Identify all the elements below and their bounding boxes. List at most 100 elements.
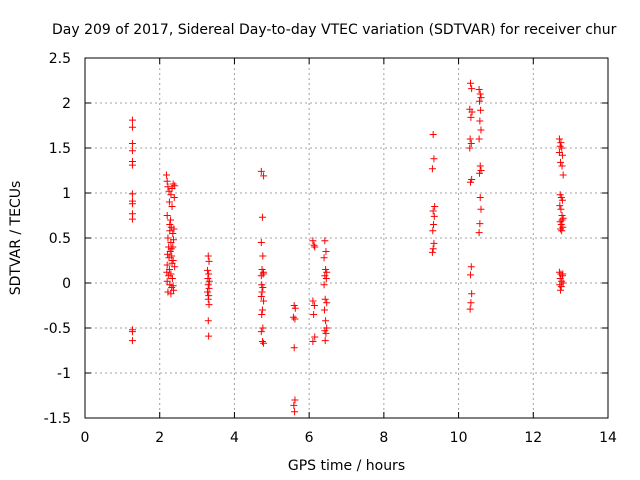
- data-point: [323, 268, 331, 276]
- axis-ticks: [84, 57, 609, 419]
- data-point: [257, 239, 265, 246]
- data-point: [559, 279, 567, 287]
- data-point: [310, 311, 318, 318]
- data-point: [466, 144, 474, 152]
- x-tick-label: 2: [155, 430, 164, 446]
- data-point: [166, 227, 174, 235]
- data-point: [467, 140, 475, 147]
- data-point: [290, 344, 298, 352]
- data-point: [558, 227, 566, 235]
- data-point: [322, 317, 330, 325]
- data-point: [128, 215, 136, 223]
- data-point: [309, 297, 317, 305]
- data-point: [205, 270, 213, 278]
- data-point: [429, 131, 437, 138]
- data-point: [430, 212, 438, 220]
- data-point: [467, 79, 475, 87]
- y-tick-label: 1.5: [49, 141, 71, 157]
- data-point: [467, 178, 475, 186]
- data-point: [260, 172, 268, 180]
- data-point: [557, 283, 565, 291]
- y-tick-label: -0.5: [44, 321, 71, 337]
- data-point: [557, 286, 565, 294]
- data-point: [171, 263, 179, 271]
- data-point: [477, 106, 485, 114]
- data-point: [259, 324, 267, 332]
- data-point: [468, 85, 476, 93]
- data-point: [257, 293, 265, 300]
- y-tick-label: 0: [62, 276, 71, 292]
- data-point: [558, 151, 566, 159]
- data-point: [259, 252, 267, 260]
- data-point: [163, 261, 171, 269]
- y-tick-label: 2.5: [49, 51, 71, 67]
- data-point: [128, 328, 136, 336]
- data-point: [310, 241, 318, 249]
- x-tick-label: 12: [524, 430, 542, 446]
- data-point: [170, 236, 178, 244]
- data-point: [311, 333, 319, 341]
- data-point: [309, 338, 317, 345]
- data-point: [475, 97, 483, 105]
- x-tick-label: 4: [230, 430, 239, 446]
- data-point: [475, 169, 483, 177]
- data-point: [476, 220, 484, 228]
- data-point: [559, 270, 567, 278]
- y-tick-label: 1: [62, 186, 71, 202]
- data-point: [291, 408, 299, 416]
- x-tick-label: 6: [305, 430, 314, 446]
- data-point: [164, 234, 172, 242]
- data-point: [289, 313, 297, 321]
- data-point: [165, 272, 173, 280]
- data-point: [258, 288, 266, 296]
- data-point: [164, 288, 172, 296]
- x-tick-label: 10: [450, 430, 468, 446]
- data-point: [467, 263, 475, 271]
- data-point: [204, 266, 212, 274]
- data-point: [128, 123, 136, 131]
- data-point: [557, 139, 565, 147]
- data-point: [290, 401, 298, 409]
- data-point: [169, 243, 177, 251]
- data-point: [205, 277, 213, 285]
- x-tick-label: 8: [379, 430, 388, 446]
- data-point: [475, 86, 483, 93]
- data-point: [476, 117, 484, 125]
- data-point: [165, 198, 173, 206]
- data-point: [468, 108, 476, 116]
- data-point: [476, 90, 484, 98]
- data-point: [320, 306, 328, 314]
- data-point: [477, 126, 485, 134]
- data-point: [163, 277, 171, 285]
- data-point: [257, 328, 265, 336]
- x-axis-label: GPS time / hours: [288, 458, 405, 474]
- data-point: [557, 205, 565, 213]
- x-tick-label: 0: [81, 430, 90, 446]
- data-point: [259, 284, 267, 291]
- data-point: [466, 305, 474, 313]
- data-point: [205, 284, 213, 292]
- data-point: [128, 190, 136, 198]
- data-point: [557, 225, 565, 233]
- data-point: [556, 142, 564, 150]
- data-point: [311, 243, 319, 251]
- data-point: [320, 281, 328, 289]
- data-point: [257, 167, 265, 175]
- data-point: [467, 299, 475, 307]
- data-point: [164, 250, 172, 258]
- data-point: [556, 202, 564, 210]
- data-point: [170, 194, 178, 201]
- data-point: [205, 257, 213, 265]
- chart-title: Day 209 of 2017, Sidereal Day-to-day VTE…: [52, 22, 617, 38]
- data-point: [205, 332, 213, 340]
- data-point: [260, 339, 268, 347]
- data-point: [128, 337, 136, 345]
- data-point: [320, 254, 328, 262]
- data-point: [167, 245, 175, 253]
- data-point: [163, 177, 171, 185]
- data-point: [168, 203, 176, 210]
- data-point: [322, 275, 330, 282]
- data-point: [128, 200, 136, 208]
- data-point: [322, 248, 330, 255]
